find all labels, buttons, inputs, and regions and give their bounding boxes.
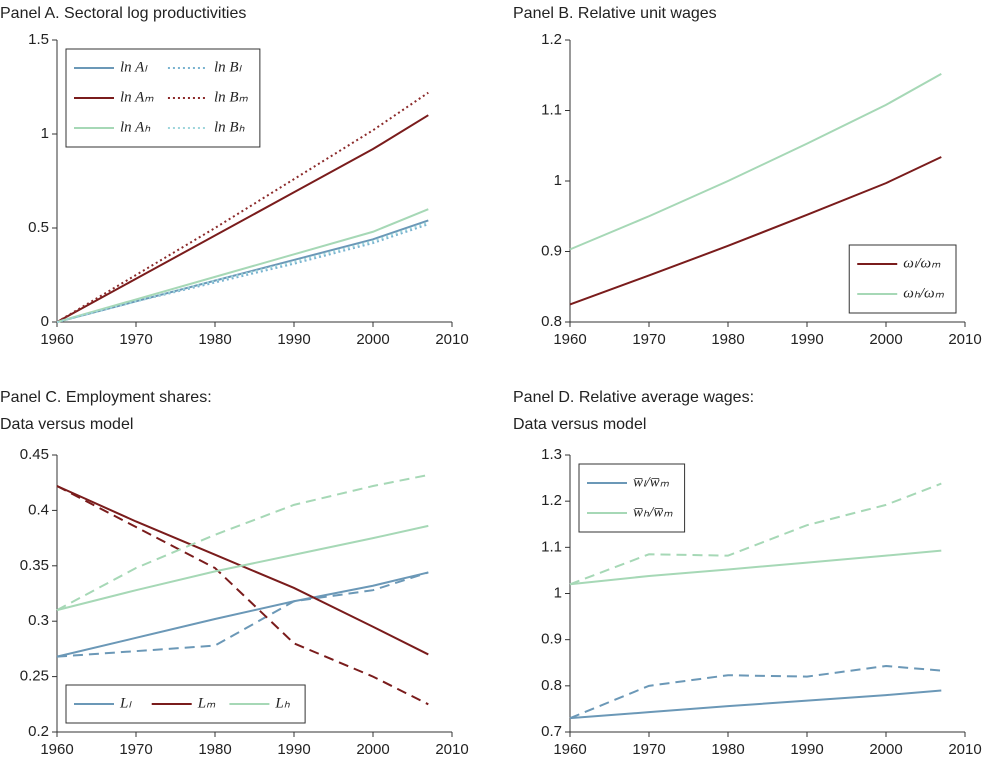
x-tick-label: 1970 bbox=[119, 741, 152, 758]
model-line bbox=[569, 549, 942, 586]
legend: ln Aₗ ln Bₗ ln Aₘ ln Bₘ ln Aₕ ln Bₕ bbox=[65, 48, 261, 148]
legend-label: ln Bₕ bbox=[214, 119, 246, 135]
legend-label: ln Bₘ bbox=[214, 89, 249, 105]
model-line bbox=[56, 223, 429, 323]
model-line bbox=[56, 208, 429, 323]
y-tick-label: 0.9 bbox=[541, 242, 562, 259]
model-line bbox=[56, 524, 429, 612]
x-tick-label: 1990 bbox=[790, 331, 823, 348]
y-tick-label: 1.1 bbox=[541, 101, 562, 118]
data-line bbox=[569, 664, 942, 720]
y-tick-label: 0.2 bbox=[28, 723, 49, 740]
legend-label: ln Aₘ bbox=[120, 89, 154, 105]
x-tick-label: 1960 bbox=[40, 741, 73, 758]
y-tick-label: 1 bbox=[554, 172, 562, 189]
x-tick-label: 1970 bbox=[119, 331, 152, 348]
data-line bbox=[569, 482, 942, 586]
y-tick-label: 1.3 bbox=[541, 446, 562, 463]
x-tick-label: 1980 bbox=[198, 741, 231, 758]
legend-label: ln Aₗ bbox=[120, 59, 148, 75]
model-line bbox=[569, 689, 942, 720]
legend-label: Lₕ bbox=[274, 695, 290, 711]
x-tick-label: 1970 bbox=[632, 331, 665, 348]
panel-title: Panel D. Relative average wages: bbox=[513, 389, 754, 406]
x-tick-label: 1960 bbox=[553, 741, 586, 758]
data-line bbox=[56, 473, 429, 612]
legend: w̅ₗ/w̅ₘ w̅ₕ/w̅ₘ bbox=[578, 463, 686, 533]
panel-title: Data versus model bbox=[0, 416, 133, 433]
data-line bbox=[56, 571, 429, 658]
y-tick-label: 0.25 bbox=[20, 668, 49, 685]
legend-label: Lₘ bbox=[197, 695, 216, 711]
panel-title: Panel A. Sectoral log productivities bbox=[0, 5, 246, 22]
x-tick-label: 1990 bbox=[790, 741, 823, 758]
legend-box bbox=[848, 244, 957, 314]
y-tick-label: 0.8 bbox=[541, 313, 562, 330]
legend-label: ωₕ/ωₘ bbox=[903, 285, 944, 301]
x-tick-label: 1980 bbox=[711, 741, 744, 758]
panel-title: Panel B. Relative unit wages bbox=[513, 5, 717, 22]
legend-label: w̅ₕ/w̅ₘ bbox=[633, 504, 673, 520]
model-line bbox=[569, 72, 942, 251]
y-tick-label: 1 bbox=[554, 584, 562, 601]
y-tick-label: 0 bbox=[41, 313, 49, 330]
x-tick-label: 1970 bbox=[632, 741, 665, 758]
y-tick-label: 0.4 bbox=[28, 501, 49, 518]
y-tick-label: 1.2 bbox=[541, 492, 562, 509]
x-tick-label: 2010 bbox=[948, 331, 981, 348]
model-line bbox=[56, 219, 429, 323]
x-tick-label: 2000 bbox=[356, 741, 389, 758]
model-line bbox=[56, 221, 429, 323]
x-tick-label: 1980 bbox=[198, 331, 231, 348]
x-tick-label: 2010 bbox=[435, 331, 468, 348]
legend-label: ωₗ/ωₘ bbox=[903, 255, 941, 271]
y-tick-label: 1.2 bbox=[541, 31, 562, 48]
x-tick-label: 2010 bbox=[435, 741, 468, 758]
x-tick-label: 1960 bbox=[40, 331, 73, 348]
y-tick-label: 0.35 bbox=[20, 557, 49, 574]
legend-label: Lₗ bbox=[119, 695, 132, 711]
y-tick-label: 1.5 bbox=[28, 31, 49, 48]
panel-title: Data versus model bbox=[513, 416, 646, 433]
model-line bbox=[56, 114, 429, 323]
x-tick-label: 2000 bbox=[869, 331, 902, 348]
legend-label: ln Aₕ bbox=[120, 119, 151, 135]
x-tick-label: 1990 bbox=[277, 741, 310, 758]
model-line bbox=[56, 91, 429, 323]
y-tick-label: 0.9 bbox=[541, 631, 562, 648]
x-tick-label: 1980 bbox=[711, 331, 744, 348]
x-tick-label: 1990 bbox=[277, 331, 310, 348]
x-tick-label: 1960 bbox=[553, 331, 586, 348]
y-tick-label: 0.5 bbox=[28, 219, 49, 236]
data-line bbox=[56, 485, 429, 706]
y-tick-label: 0.45 bbox=[20, 446, 49, 463]
model-line bbox=[569, 156, 942, 306]
legend: ωₗ/ωₘ ωₕ/ωₘ bbox=[848, 244, 957, 314]
y-tick-label: 1 bbox=[41, 125, 49, 142]
y-tick-label: 1.1 bbox=[541, 538, 562, 555]
panel-title: Panel C. Employment shares: bbox=[0, 389, 212, 406]
legend: Lₗ Lₘ Lₕ bbox=[65, 684, 306, 724]
x-tick-label: 2010 bbox=[948, 741, 981, 758]
legend-box bbox=[578, 463, 686, 533]
legend-label: w̅ₗ/w̅ₘ bbox=[633, 474, 670, 490]
y-tick-label: 0.8 bbox=[541, 677, 562, 694]
y-tick-label: 0.3 bbox=[28, 612, 49, 629]
x-tick-label: 2000 bbox=[869, 741, 902, 758]
x-tick-label: 2000 bbox=[356, 331, 389, 348]
model-line bbox=[56, 571, 429, 658]
legend-label: ln Bₗ bbox=[214, 59, 243, 75]
model-line bbox=[56, 485, 429, 656]
y-tick-label: 0.7 bbox=[541, 723, 562, 740]
